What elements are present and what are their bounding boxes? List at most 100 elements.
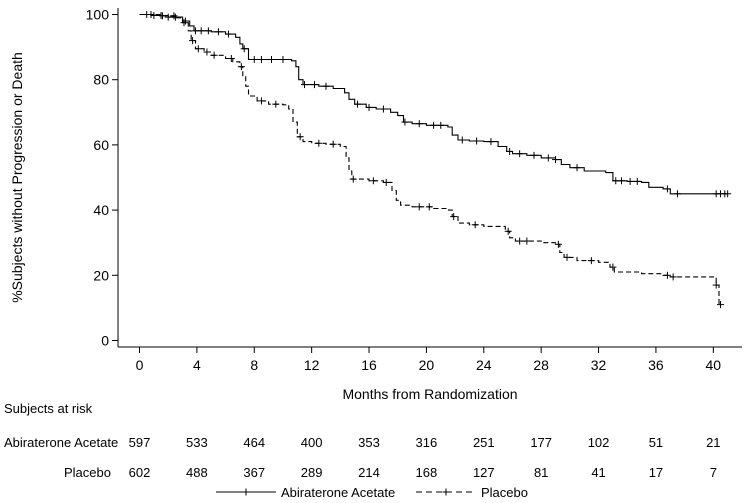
censor-mark — [473, 137, 481, 145]
censor-mark — [180, 19, 188, 27]
censor-mark — [369, 177, 377, 185]
risk-value: 488 — [186, 465, 208, 480]
y-axis-label: %Subjects without Progression or Death — [9, 52, 25, 303]
risk-row-label: Abiraterone Acetate — [4, 435, 118, 450]
legend-marker-abiraterone — [242, 488, 250, 496]
x-tick-label: 4 — [193, 357, 201, 373]
risk-value: 81 — [534, 465, 548, 480]
censor-mark — [471, 221, 479, 229]
risk-value: 602 — [129, 465, 151, 480]
x-tick-label: 36 — [648, 357, 664, 373]
risk-value: 597 — [129, 435, 151, 450]
x-axis-label: Months from Randomization — [342, 386, 517, 402]
censor-mark — [227, 55, 235, 63]
censor-mark — [203, 48, 211, 56]
risk-value: 316 — [416, 435, 438, 450]
censor-mark — [415, 203, 423, 211]
risk-row-label: Placebo — [64, 465, 111, 480]
censor-mark — [204, 27, 212, 35]
censor-mark — [450, 213, 458, 221]
censor-mark — [354, 100, 362, 108]
censor-mark — [329, 140, 337, 148]
censor-mark — [626, 177, 634, 185]
censor-mark — [147, 11, 155, 19]
legend-marker-placebo — [442, 488, 450, 496]
censor-mark — [158, 12, 166, 20]
censor-mark — [712, 281, 720, 289]
censor-mark — [296, 133, 304, 141]
censor-mark — [563, 253, 571, 261]
risk-value: 51 — [649, 435, 663, 450]
censor-mark — [716, 301, 724, 309]
censor-mark — [663, 185, 671, 193]
risk-value: 251 — [473, 435, 495, 450]
risk-value: 533 — [186, 435, 208, 450]
y-tick-label: 20 — [93, 267, 109, 283]
censor-mark — [587, 257, 595, 265]
censor-mark — [267, 56, 275, 64]
x-tick-label: 8 — [250, 357, 258, 373]
censor-mark — [673, 190, 681, 198]
censor-mark — [272, 100, 280, 108]
legend: Abiraterone Acetate Placebo — [216, 485, 528, 500]
censor-mark — [171, 13, 179, 21]
censor-mark — [437, 121, 445, 129]
censor-mark — [210, 51, 218, 59]
plot-axes: 0 20 40 60 80 100 0 4 8 12 16 20 24 28 32 36 40 — [86, 7, 742, 373]
legend-label-abiraterone: Abiraterone Acetate — [281, 485, 395, 500]
risk-value: 464 — [243, 435, 265, 450]
censor-mark — [609, 263, 617, 271]
censor-mark — [237, 63, 245, 71]
risk-value: 7 — [710, 465, 717, 480]
x-tick-label: 32 — [591, 357, 607, 373]
censor-mark — [401, 118, 409, 126]
censor-mark — [552, 156, 560, 164]
y-tick-label: 60 — [93, 137, 109, 153]
risk-table-title: Subjects at risk — [4, 401, 93, 416]
censor-mark — [458, 136, 466, 144]
censor-mark — [382, 178, 390, 186]
x-tick-label: 20 — [419, 357, 435, 373]
x-tick-label: 40 — [706, 357, 722, 373]
censor-mark — [250, 56, 258, 64]
legend-cross — [242, 488, 250, 496]
risk-row: Placebo 602 488 367 289 214 168 127 81 41 17 7 — [64, 465, 717, 480]
series-abiraterone — [139, 11, 732, 198]
y-tick-label: 100 — [86, 7, 110, 23]
x-tick-label: 0 — [136, 357, 144, 373]
censor-mark — [724, 190, 732, 198]
series-placebo — [139, 11, 724, 309]
censor-mark — [573, 164, 581, 172]
censor-mark — [194, 45, 202, 53]
legend-cross — [442, 488, 450, 496]
censor-mark — [669, 273, 677, 281]
risk-value: 127 — [473, 465, 495, 480]
x-tick-label: 28 — [533, 357, 549, 373]
risk-value: 289 — [301, 465, 323, 480]
risk-value: 177 — [530, 435, 552, 450]
risk-rows: Abiraterone Acetate 597 533 464 400 353 316 251… — [4, 435, 721, 480]
y-tick-label: 40 — [93, 202, 109, 218]
risk-value: 17 — [649, 465, 663, 480]
series-line — [139, 13, 728, 195]
risk-table: Subjects at risk Abiraterone Acetate 597 5… — [4, 401, 721, 480]
censor-mark — [214, 28, 222, 36]
censor-mark — [523, 237, 531, 245]
y-tick-label: 0 — [101, 332, 109, 348]
censor-mark — [300, 81, 308, 89]
censor-mark — [349, 175, 357, 183]
risk-value: 400 — [301, 435, 323, 450]
censor-mark — [530, 151, 538, 159]
risk-value: 353 — [358, 435, 380, 450]
legend-label-placebo: Placebo — [481, 485, 528, 500]
censor-mark — [633, 177, 641, 185]
risk-row: Abiraterone Acetate 597 533 464 400 353 316 251… — [4, 435, 721, 450]
censor-mark — [189, 37, 197, 45]
censor-mark — [164, 13, 172, 21]
risk-value: 168 — [416, 465, 438, 480]
risk-value: 367 — [243, 465, 265, 480]
censor-mark — [257, 97, 265, 105]
censor-mark — [379, 105, 387, 113]
censor-mark — [240, 45, 248, 53]
risk-value: 41 — [591, 465, 605, 480]
